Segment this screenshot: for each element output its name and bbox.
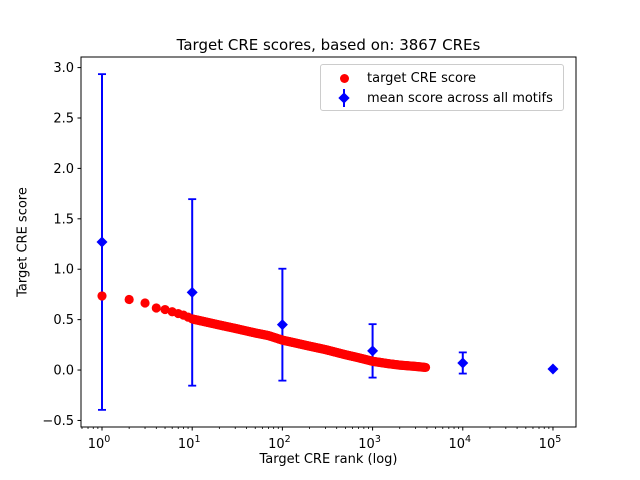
mean-score-markers	[96, 236, 559, 375]
legend: target CRE score mean score across all m…	[320, 64, 564, 111]
legend-label: target CRE score	[367, 70, 477, 86]
y-tick-label: 1.5	[53, 212, 74, 227]
y-tick-label: 1.0	[53, 263, 74, 278]
x-tick-label: 102	[268, 434, 291, 452]
y-tick-label: 2.5	[53, 111, 74, 126]
axis-ticks	[77, 67, 554, 431]
axes-frame	[80, 56, 577, 428]
x-tick-label: 103	[358, 434, 381, 452]
blue-diamond-errorbar-icon	[338, 89, 350, 107]
target-score-points	[97, 291, 431, 373]
data-point	[124, 294, 134, 305]
mean-diamond	[457, 357, 469, 369]
x-tick-label: 104	[448, 434, 471, 452]
legend-label: mean score across all motifs	[367, 90, 553, 106]
y-tick-label: 0.5	[53, 313, 74, 328]
chart-title: Target CRE scores, based on: 3867 CREs	[176, 36, 481, 54]
data-point	[140, 298, 150, 308]
y-tick-label: −0.5	[42, 414, 74, 429]
mean-diamond	[96, 236, 108, 248]
y-tick-label: 0.0	[53, 364, 74, 379]
legend-item-target: target CRE score	[321, 68, 563, 88]
mean-diamond	[276, 319, 288, 331]
x-tick-label: 100	[88, 434, 111, 452]
legend-marker-cell	[321, 68, 367, 88]
data-point	[151, 303, 161, 313]
x-tick-label: 105	[539, 434, 562, 452]
red-circle-marker-icon	[339, 73, 349, 83]
error-bars	[98, 73, 554, 411]
x-tick-label: 101	[178, 434, 201, 452]
mean-diamond	[186, 286, 198, 298]
legend-item-mean: mean score across all motifs	[321, 88, 563, 108]
legend-marker-cell	[321, 88, 367, 108]
y-tick-label: 3.0	[53, 61, 74, 76]
axis-tick-labels: 3.0 2.5 2.0 1.5 1.0 0.5 0.0 −0.5 100 101 102 103 104…	[42, 61, 561, 452]
y-axis-label: Target CRE score	[15, 187, 31, 297]
y-tick-label: 2.0	[53, 162, 74, 177]
data-point	[97, 291, 107, 301]
plot-frame	[80, 56, 577, 428]
data-point	[420, 362, 431, 373]
mean-diamond	[547, 363, 559, 375]
data-point	[160, 304, 170, 315]
mean-diamond	[367, 345, 379, 357]
x-axis-label: Target CRE rank (log)	[259, 452, 398, 467]
